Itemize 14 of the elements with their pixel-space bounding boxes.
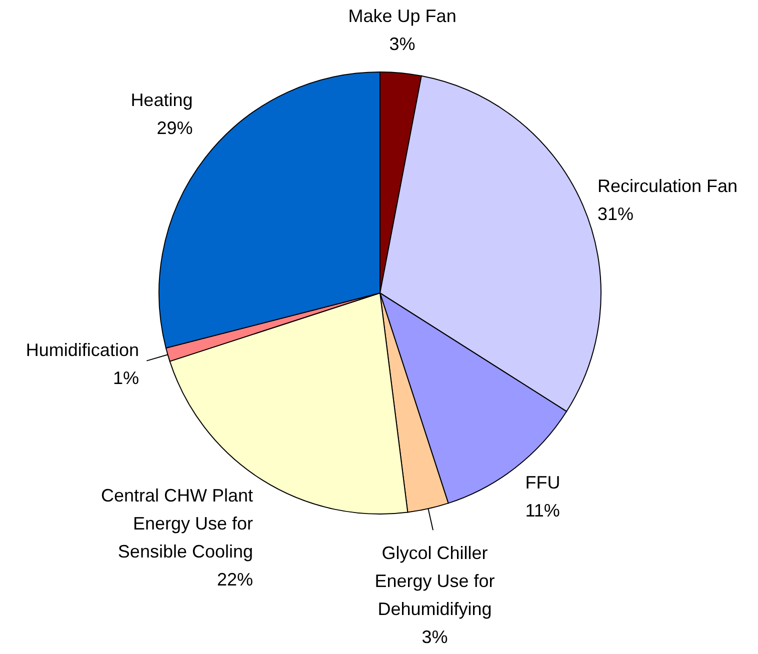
slice-label: Glycol Chiller Energy Use for Dehumidifying <box>374 542 495 619</box>
data-label: 1% <box>112 368 139 388</box>
slice-label: Humidification <box>26 340 139 360</box>
data-label: 3% <box>389 34 416 54</box>
data-label: 22% <box>216 570 254 590</box>
slice-label: Recirculation Fan <box>598 176 738 196</box>
slice-label: FFU <box>525 472 560 493</box>
data-label: 11% <box>525 500 560 521</box>
data-label: 3% <box>422 626 448 647</box>
slice-label: Make Up Fan <box>348 6 456 26</box>
slice-label: Central CHW Plant Energy Use for Sensible Cooling <box>100 486 254 562</box>
data-label: 31% <box>598 204 634 224</box>
slice-label: Heating <box>130 90 193 110</box>
data-label: 29% <box>156 118 193 138</box>
